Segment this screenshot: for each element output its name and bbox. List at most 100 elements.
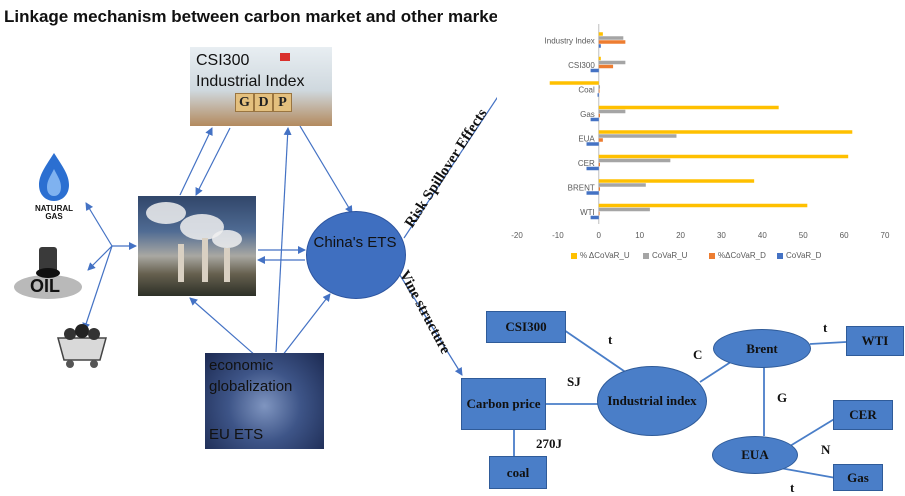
legend-item: % ΔCoVaR_U [571, 251, 630, 260]
gdp-cube-p: P [273, 93, 292, 112]
globalization-label: economic globalization [209, 357, 293, 395]
bar [598, 187, 601, 191]
gdp-cube-d: D [254, 93, 273, 112]
flag-icon [280, 53, 290, 61]
bar [598, 211, 600, 216]
legend-label: % ΔCoVaR_U [580, 251, 630, 260]
vine-node-coal: coal [489, 456, 547, 489]
bar [598, 89, 600, 93]
china-ets-label: China's ETS [313, 234, 397, 251]
x-tick-label: -10 [552, 231, 564, 240]
legend-swatch [643, 252, 649, 259]
oil-icon: OIL [8, 243, 90, 303]
china-ets-node [306, 211, 406, 299]
bar [598, 56, 601, 61]
vine-node-cer: CER [833, 400, 893, 430]
edge-label-eua-gas: t [790, 480, 795, 495]
csi-card-line2: Industrial Index [196, 73, 305, 90]
y-tick-label: CER [578, 159, 595, 168]
bar [586, 142, 599, 146]
bar [598, 130, 853, 134]
y-tick-label: Gas [580, 110, 595, 119]
natural-gas-icon: NATURAL GAS [25, 147, 83, 221]
smoke-cloud [212, 230, 242, 248]
bar [598, 203, 808, 208]
y-tick-label: BRENT [568, 183, 595, 192]
bar [598, 109, 626, 114]
bar [590, 215, 599, 220]
bar [586, 191, 599, 195]
csi-card-text: CSI300 Industrial Index [196, 50, 305, 92]
x-tick-label: 0 [597, 231, 602, 240]
csi-card-line1: CSI300 [196, 52, 250, 69]
vine-node-gas: Gas [833, 464, 883, 491]
vine-node-industrial-index: Industrial index [597, 366, 707, 436]
gdp-cube-g: G [235, 93, 254, 112]
edge-label-brent-wti: t [823, 320, 828, 335]
bar [598, 36, 624, 40]
y-tick-label: Coal [578, 85, 595, 94]
bar [590, 68, 599, 73]
smoke-cloud [146, 202, 186, 224]
y-tick-label: Industry Index [545, 36, 595, 45]
legend-item: CoVaR_D [777, 251, 821, 260]
y-tick-label: WTI [580, 208, 595, 217]
bar [598, 40, 626, 44]
bar [598, 105, 779, 110]
eu-ets-label: EU ETS [209, 426, 264, 443]
economic-globalization-card: economic globalization EU ETS [205, 353, 324, 449]
bar [586, 166, 599, 171]
vine-node-brent: Brent [713, 329, 811, 368]
bar [598, 60, 626, 65]
edge-label-eua-cer: N [821, 442, 831, 457]
vine-node-eua: EUA [712, 436, 798, 474]
edge-label-carbon-coal: 270J [536, 436, 562, 451]
bar [598, 179, 755, 183]
bar [598, 154, 849, 159]
bar [597, 93, 599, 97]
legend-item: CoVaR_U [643, 251, 687, 260]
bar [598, 207, 650, 212]
x-tick-label: 20 [676, 231, 685, 240]
legend-label: %ΔCoVaR_D [718, 251, 766, 260]
bar [598, 64, 614, 69]
vine-node-carbon-price: Carbon price [461, 378, 546, 430]
bar [598, 138, 603, 142]
bar [598, 158, 671, 163]
legend-swatch [709, 252, 715, 259]
vine-node-wti: WTI [846, 326, 904, 356]
legend-swatch [571, 252, 577, 259]
x-tick-label: -20 [511, 231, 523, 240]
x-tick-label: 70 [881, 231, 890, 240]
bar [598, 32, 603, 36]
chimney [178, 244, 184, 282]
oil-caption: OIL [30, 276, 60, 296]
x-tick-label: 10 [635, 231, 644, 240]
x-tick-label: 60 [840, 231, 849, 240]
legend-swatch [777, 252, 783, 259]
bar [598, 162, 601, 167]
edge-label-csi-industrial: t [608, 332, 613, 347]
bar [598, 183, 646, 187]
x-tick-label: 30 [717, 231, 726, 240]
y-tick-label: EUA [578, 134, 595, 143]
chart-svg: Industry Index CSI300 Coal Gas EUA CER BRENT WT… [511, 24, 890, 240]
gas-caption: NATURAL GAS [34, 204, 74, 221]
x-tick-label: 40 [758, 231, 767, 240]
page-title: Linkage mechanism between carbon market … [4, 7, 519, 26]
edge-label-carbon-industrial: SJ [567, 374, 581, 389]
bar [598, 134, 677, 138]
y-tick-label: CSI300 [568, 61, 595, 70]
legend-item: %ΔCoVaR_D [709, 251, 766, 260]
bar [598, 113, 601, 118]
bar [590, 117, 599, 122]
coal-cart-icon [52, 322, 112, 372]
x-tick-label: 50 [799, 231, 808, 240]
edge-label-industrial-brent: C [693, 347, 703, 362]
edge-label-brent-eua: G [777, 390, 788, 405]
covar-bar-chart: Industry Index CSI300 Coal Gas EUA CER BRENT WT… [497, 6, 903, 266]
bar [549, 81, 599, 85]
factory-photo [138, 196, 256, 296]
